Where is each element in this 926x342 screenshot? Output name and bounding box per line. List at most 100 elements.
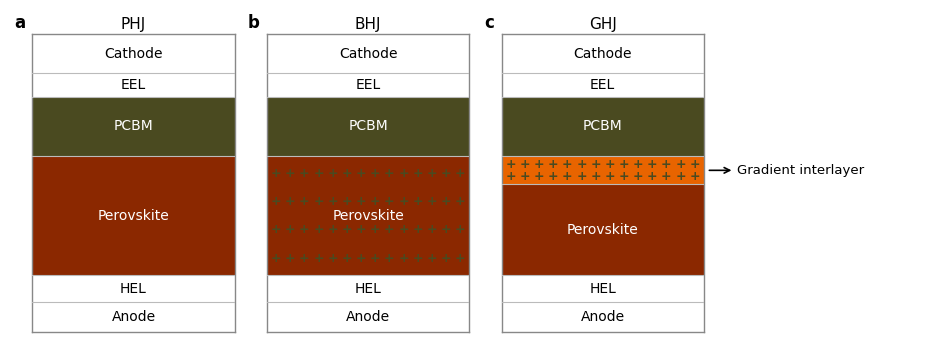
Text: +: + [548,170,558,183]
Text: +: + [398,195,408,208]
Bar [32,34,234,73]
Text: +: + [576,170,587,183]
Text: +: + [313,167,324,180]
Text: +: + [313,195,324,208]
Title: GHJ: GHJ [589,17,617,32]
Text: +: + [533,158,544,171]
Text: +: + [455,252,466,265]
Text: +: + [605,158,615,171]
Text: +: + [632,170,644,183]
Text: +: + [506,170,516,183]
Text: +: + [562,170,572,183]
Text: Anode: Anode [346,310,390,324]
Text: +: + [270,167,282,180]
Text: +: + [519,158,531,171]
Text: +: + [356,167,367,180]
Bar [502,34,704,73]
Text: +: + [506,158,516,171]
Bar [502,302,704,332]
Text: +: + [412,252,423,265]
Text: +: + [619,170,629,183]
Text: +: + [342,195,352,208]
Text: EEL: EEL [356,78,381,92]
Text: +: + [369,223,381,236]
Text: +: + [427,223,437,236]
Text: +: + [562,158,572,171]
Text: +: + [356,223,367,236]
Text: +: + [661,170,671,183]
Text: +: + [455,223,466,236]
Text: Perovskite: Perovskite [332,209,404,223]
Text: +: + [412,223,423,236]
Text: +: + [590,170,601,183]
Text: +: + [619,158,629,171]
Text: +: + [270,252,282,265]
Text: Anode: Anode [581,310,625,324]
Text: +: + [313,223,324,236]
Bar [502,275,704,302]
Text: +: + [328,223,338,236]
Text: PCBM: PCBM [348,119,388,133]
Text: EEL: EEL [121,78,146,92]
Text: +: + [661,158,671,171]
Text: +: + [270,195,282,208]
Bar [32,73,234,97]
Text: +: + [455,167,466,180]
Bar [32,97,234,156]
Bar [32,275,234,302]
Text: Perovskite: Perovskite [567,223,639,237]
Text: +: + [342,167,352,180]
Text: +: + [285,167,295,180]
Text: +: + [328,167,338,180]
Text: +: + [605,170,615,183]
Text: +: + [328,195,338,208]
Text: +: + [369,167,381,180]
Text: Cathode: Cathode [105,47,163,61]
Text: +: + [689,158,700,171]
Text: +: + [299,223,309,236]
Text: +: + [398,223,408,236]
Text: +: + [427,167,437,180]
Text: +: + [328,252,338,265]
Text: +: + [441,195,451,208]
Text: +: + [427,195,437,208]
Text: +: + [519,170,531,183]
Text: Anode: Anode [111,310,156,324]
Text: PCBM: PCBM [114,119,154,133]
Text: +: + [369,252,381,265]
Text: b: b [248,14,259,32]
Text: +: + [533,170,544,183]
Text: +: + [427,252,437,265]
Text: +: + [675,170,686,183]
Bar [267,73,469,97]
Text: Cathode: Cathode [339,47,397,61]
Text: c: c [484,14,494,32]
Text: +: + [632,158,644,171]
Text: a: a [14,14,25,32]
Text: +: + [285,223,295,236]
Bar [502,156,704,184]
Text: +: + [299,195,309,208]
Text: EEL: EEL [590,78,615,92]
Text: +: + [576,158,587,171]
Text: +: + [441,223,451,236]
Text: +: + [384,223,394,236]
Bar [32,302,234,332]
Bar [32,156,234,275]
Text: +: + [455,195,466,208]
Text: +: + [398,252,408,265]
Text: +: + [270,223,282,236]
Text: +: + [299,167,309,180]
Text: +: + [285,195,295,208]
Text: +: + [548,158,558,171]
Text: +: + [384,252,394,265]
Bar [267,156,469,275]
Text: HEL: HEL [355,281,382,295]
Text: +: + [356,252,367,265]
Text: +: + [647,158,657,171]
Text: +: + [441,167,451,180]
Bar [502,184,704,275]
Text: HEL: HEL [120,281,147,295]
Text: +: + [384,195,394,208]
Text: +: + [342,252,352,265]
